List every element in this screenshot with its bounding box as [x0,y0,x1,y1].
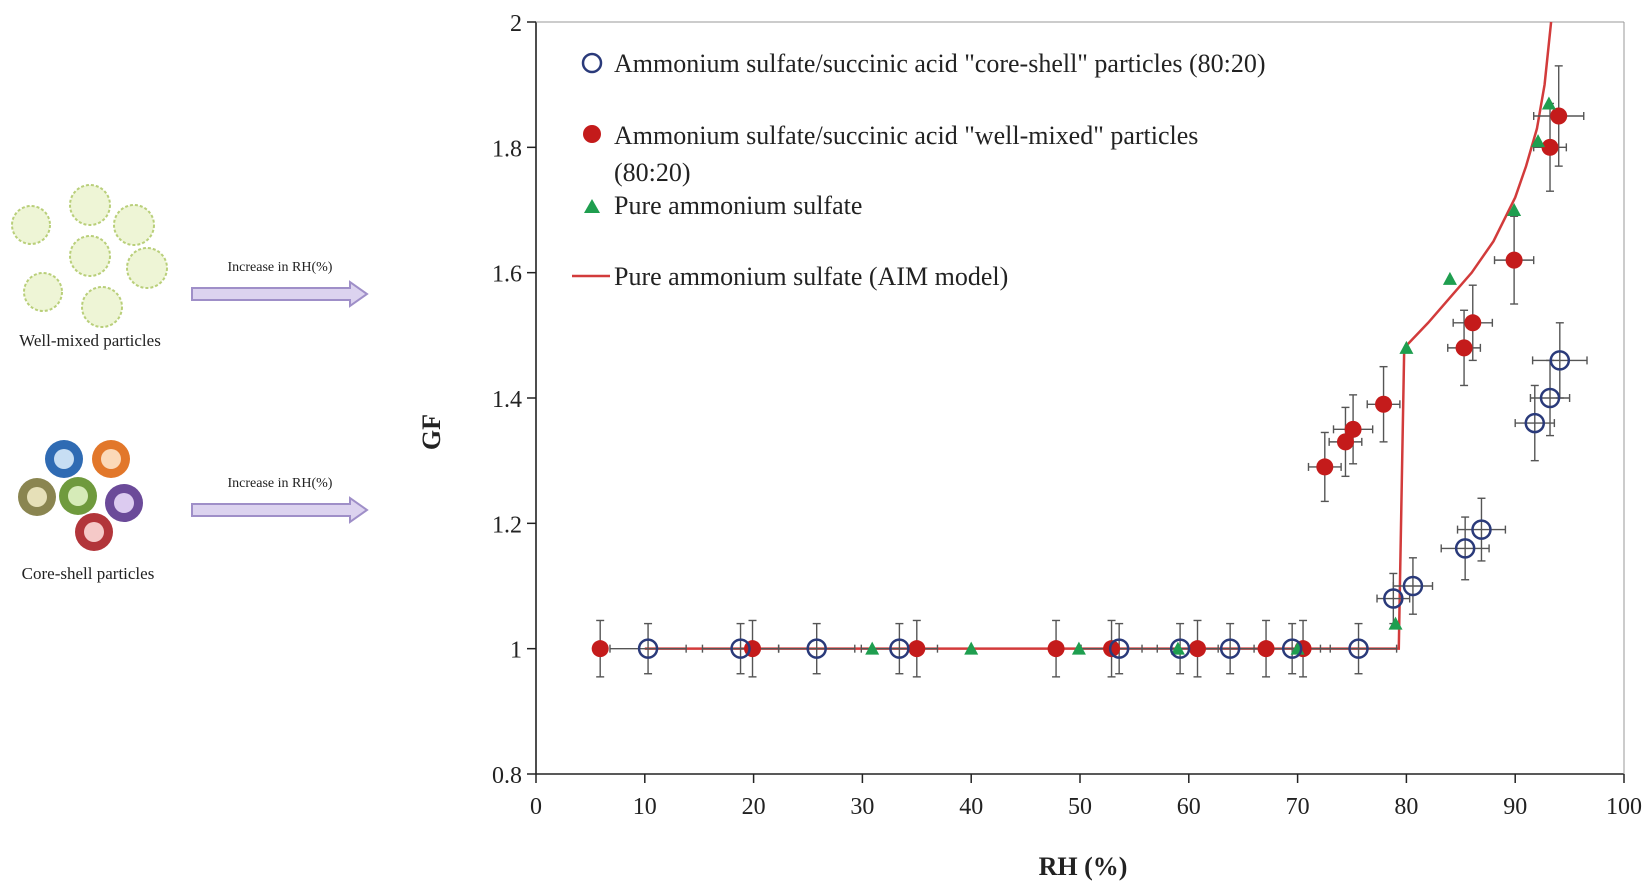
pure-as-point [865,641,880,655]
x-tick-label: 10 [633,794,657,820]
x-axis-label: RH (%) [1039,852,1128,881]
y-tick-label: 1 [510,638,522,664]
core-shell-label: Core-shell particles [22,564,155,583]
well-mixed-point [1375,395,1393,413]
increase-arrow-2 [191,496,369,524]
legend-well-mixed-marker [583,125,601,143]
core-shell-point [1471,519,1492,540]
well-mixed-point [1464,314,1482,332]
core-shell-point [1219,638,1241,659]
well-mixed-point [1103,640,1121,658]
error-bars [596,65,1585,678]
pure-as-point [964,641,979,655]
core-shell-point [1348,638,1369,659]
x-tick-label: 30 [850,794,874,820]
well-mixed-point [1189,640,1207,658]
well-mixed-point [908,640,926,658]
y-tick-label: 1.6 [492,262,522,288]
well-mixed-point [1505,251,1523,269]
series-open-circle [637,350,1571,659]
legend-aim-label: Pure ammonium sulfate (AIM model) [614,262,1008,291]
well-mixed-point [1336,433,1354,451]
core-shell-point [730,638,751,659]
core-shell-point [1454,538,1476,559]
core-shell-particles-icon [18,440,143,551]
core-shell-point [1539,387,1561,409]
pure-as-point [1531,134,1546,148]
x-tick-label: 50 [1068,794,1092,820]
y-tick-label: 2 [510,11,522,37]
well-mixed-label: Well-mixed particles [19,331,161,350]
axis-ticks: 0 10 20 30 40 50 60 70 80 90 100 0.8 1 1.2 1.4 1.6 1.8 2 [492,11,1642,820]
y-axis-label: GF [417,414,446,450]
x-tick-label: 20 [742,794,766,820]
x-tick-label: 40 [959,794,983,820]
core-shell-point [1281,638,1303,659]
y-tick-label: 1.2 [492,512,522,538]
x-tick-label: 90 [1503,794,1527,820]
series-filled-circle [591,107,1568,658]
well-mixed-point [1541,138,1559,156]
y-tick-label: 1.4 [492,387,522,413]
well-mixed-point [1257,640,1275,658]
x-tick-label: 0 [530,794,542,820]
x-tick-label: 80 [1394,794,1418,820]
well-mixed-point [1316,458,1334,476]
legend-pure-as-marker [584,199,600,213]
pure-as-point [1170,641,1185,655]
x-tick-label: 60 [1177,794,1201,820]
pure-as-point [1541,96,1556,110]
pure-as-point [1388,616,1403,630]
x-tick-label: 70 [1286,794,1310,820]
pure-as-point [1507,203,1522,216]
arrow-text-1: Increase in RH(%) [228,260,333,275]
core-shell-point [1108,638,1130,659]
core-shell-point [1383,588,1404,609]
well-mixed-point [1344,420,1362,438]
pure-as-point [1071,641,1086,655]
series-triangle [865,96,1556,655]
arrow-text-2: Increase in RH(%) [228,476,333,491]
well-mixed-point [1550,107,1568,125]
legend-core-shell-label: Ammonium sulfate/succinic acid "core-she… [614,49,1266,78]
core-shell-point [889,638,910,659]
pure-as-point [1442,271,1457,285]
legend-core-shell-marker [581,52,603,74]
error-bars [609,322,1588,675]
well-mixed-point [591,640,609,658]
legend: Ammonium sulfate/succinic acid "core-she… [572,49,1266,291]
data-series [591,21,1588,678]
core-shell-point [806,638,827,659]
legend-pure-as-label: Pure ammonium sulfate [614,191,862,220]
core-shell-point [637,638,659,659]
y-tick-label: 1.8 [492,136,522,162]
chart: 0 10 20 30 40 50 60 70 80 90 1000.811.21.41.61.82 … [417,11,1642,881]
well-mixed-point [1455,339,1473,357]
core-shell-point [1169,638,1191,659]
schematic: Well-mixed particles Increase in RH(%) C… [11,184,369,583]
x-tick-label: 100 [1606,794,1642,820]
y-tick-label: 0.8 [492,763,522,789]
pure-as-point [1399,340,1414,354]
aim-model-line [644,21,1553,650]
core-shell-point [1549,350,1571,371]
legend-well-mixed-label: Ammonium sulfate/succinic acid "well-mix… [614,121,1198,150]
well-mixed-particles-icon [11,184,168,328]
increase-arrow-1 [191,280,369,308]
core-shell-point [1402,575,1424,597]
core-shell-point [1524,412,1546,434]
legend-well-mixed-label-cont: (80:20) [614,158,691,187]
well-mixed-point [1047,640,1065,658]
